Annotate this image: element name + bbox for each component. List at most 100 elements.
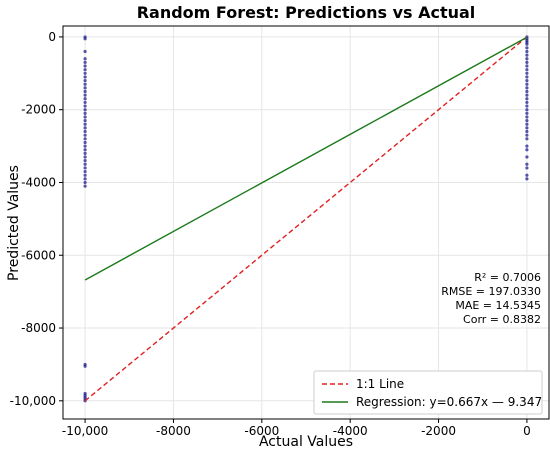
y-axis-label: Predicted Values: [6, 165, 22, 281]
scatter-point: [83, 75, 87, 79]
scatter-point: [525, 100, 529, 105]
scatter-point: [525, 122, 529, 126]
x-tick-label: -4000: [333, 424, 368, 438]
plot-frame: [62, 25, 550, 420]
scatter-point: [83, 122, 87, 126]
scatter-point: [525, 60, 529, 64]
regression-line: [84, 36, 528, 281]
x-axis-label: Actual Values: [259, 434, 353, 450]
scatter-point: [525, 49, 529, 54]
identity-line: [84, 36, 528, 402]
scatter-point: [83, 49, 87, 54]
scatter-point: [525, 86, 529, 90]
y-axis-ticks: -10,000 -8000 -6000 -4000 -2000 0: [10, 30, 63, 408]
scatter-point: [525, 115, 529, 119]
scatter-point: [525, 89, 529, 94]
scatter-point: [83, 155, 87, 159]
scatter-point: [83, 115, 87, 119]
scatter-point: [525, 133, 529, 137]
scatter-point: [83, 137, 87, 141]
scatter-point: [83, 82, 87, 86]
scatter-point: [525, 64, 529, 68]
x-tick-label: -8000: [156, 424, 191, 438]
scatter-point: [83, 35, 87, 39]
scatter-point: [525, 57, 529, 61]
legend-frame: [313, 370, 543, 415]
scatter-point: [83, 166, 87, 170]
x-axis-ticks: -10,000 -8000 -6000 -4000 -2000 0: [62, 419, 531, 438]
scatter-point: [83, 86, 87, 90]
scatter-point: [525, 97, 529, 101]
scatter-point: [525, 177, 529, 181]
scatter-point: [83, 140, 87, 145]
scatter-point: [525, 111, 529, 115]
stats-line: Corr = 0.8382: [463, 313, 541, 326]
scatter-point: [83, 169, 87, 174]
scatter-point: [83, 93, 87, 97]
scatter-point: [83, 60, 87, 64]
scatter-point: [525, 82, 529, 86]
stats-line: RMSE = 197.0330: [441, 285, 541, 298]
scatter-point: [83, 180, 87, 185]
x-tick-label: 0: [523, 424, 531, 438]
scatter-point: [525, 68, 529, 72]
x-tick-label: -10,000: [62, 424, 108, 438]
scatter-point: [83, 159, 87, 163]
y-tick-label: 0: [48, 30, 56, 44]
scatter-point: [525, 42, 529, 46]
scatter-point: [83, 104, 87, 108]
scatter-point: [525, 93, 529, 97]
stats-line: R² = 0.7006: [474, 271, 541, 284]
stats-line: MAE = 14.5345: [455, 299, 541, 312]
scatter-point: [83, 71, 87, 75]
scatter-point: [525, 108, 529, 112]
scatter-point: [83, 57, 87, 61]
legend-label: Regression: y=0.667x — 9.347: [356, 395, 542, 409]
scatter-point: [83, 148, 87, 152]
scatter-point: [83, 362, 87, 367]
scatter-point: [83, 177, 87, 181]
scatter-point: [525, 155, 529, 159]
y-tick-label: -6000: [21, 248, 56, 262]
scatter-point: [83, 391, 87, 396]
scatter-point: [525, 162, 529, 166]
scatter-point: [83, 108, 87, 112]
grid: [63, 26, 549, 419]
chart-title: Random Forest: Predictions vs Actual: [137, 3, 476, 22]
y-tick-label: -4000: [21, 175, 56, 189]
legend-label: 1:1 Line: [356, 377, 404, 391]
y-tick-label: -8000: [21, 321, 56, 335]
scatter-point: [83, 144, 87, 148]
scatter-point: [525, 148, 529, 152]
scatter-point: [525, 166, 529, 170]
x-tick-label: -6000: [244, 424, 279, 438]
scatter-point: [83, 126, 87, 130]
series-layer: [83, 35, 529, 403]
scatter-point: [525, 144, 529, 148]
y-tick-label: -2000: [21, 103, 56, 117]
scatter-point: [83, 100, 87, 105]
scatter-point: [525, 104, 529, 108]
scatter-point: [525, 78, 529, 83]
y-tick-label: -10,000: [10, 394, 56, 408]
scatter-point: [525, 71, 529, 75]
scatter-point: [525, 119, 529, 123]
scatter-point: [83, 173, 87, 177]
x-tick-label: -2000: [421, 424, 456, 438]
scatter-point: [83, 64, 87, 68]
scatter-point: [83, 151, 87, 155]
scatter-point: [525, 75, 529, 79]
scatter-point: [525, 126, 529, 130]
scatter-point: [83, 111, 87, 115]
legend: 1:1 Line Regression: y=0.667x — 9.347: [313, 370, 543, 415]
scatter-point: [525, 137, 529, 141]
scatter-point: [83, 133, 87, 137]
scatter-point: [525, 53, 529, 57]
scatter-point: [83, 68, 87, 72]
scatter-point: [83, 78, 87, 83]
scatter-point: [83, 129, 87, 134]
scatter-point: [525, 173, 529, 177]
scatter-point: [83, 119, 87, 123]
scatter-point: [83, 97, 87, 101]
